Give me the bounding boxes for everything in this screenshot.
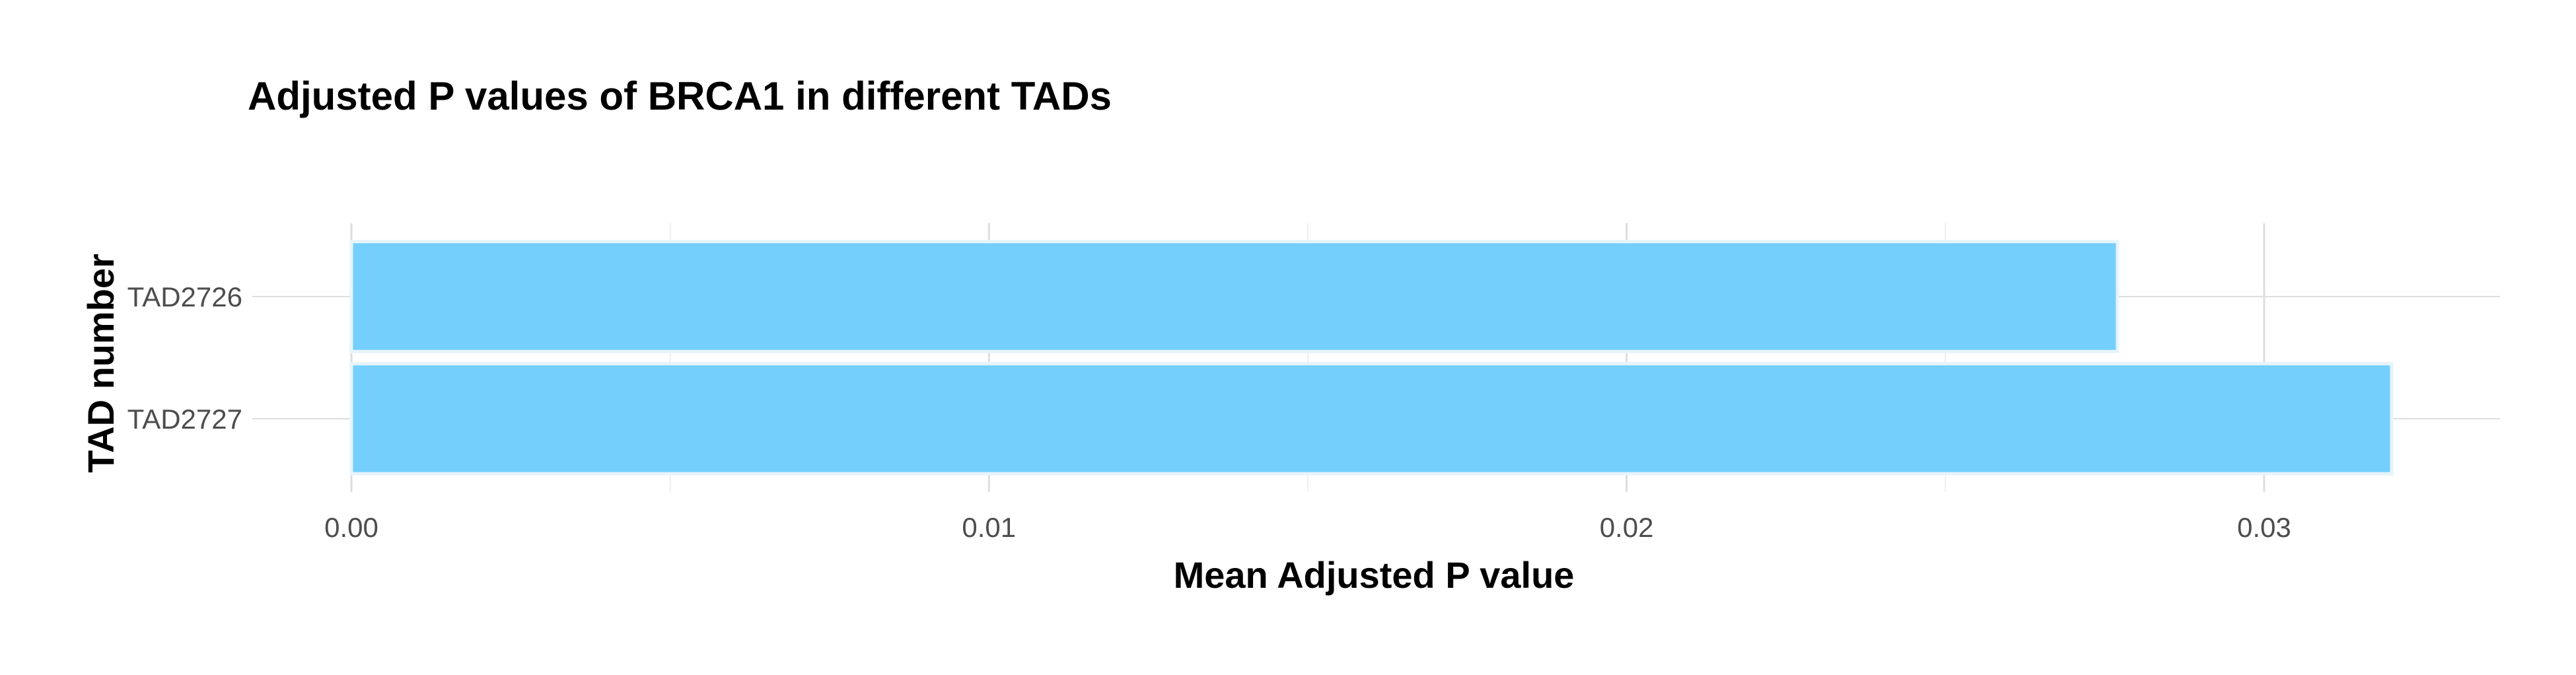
x-axis-title: Mean Adjusted P value	[1174, 554, 1575, 596]
y-tick-label: TAD2726	[127, 281, 242, 312]
x-tick-label: 0.02	[1600, 512, 1654, 543]
bar-tad2726	[349, 240, 2120, 353]
tick-layer: TAD2726 TAD2727 0.00 0.01 0.02 0.03	[127, 281, 2291, 543]
x-tick-label: 0.03	[2237, 512, 2291, 543]
x-tick-label: 0.00	[324, 512, 378, 543]
chart-title: Adjusted P values of BRCA1 in different …	[248, 74, 1112, 118]
bar-tad2727	[349, 362, 2394, 476]
y-tick-label: TAD2727	[127, 404, 242, 435]
bar-layer	[349, 240, 2394, 476]
x-tick-label: 0.01	[962, 512, 1016, 543]
y-axis-title: TAD number	[80, 254, 122, 473]
